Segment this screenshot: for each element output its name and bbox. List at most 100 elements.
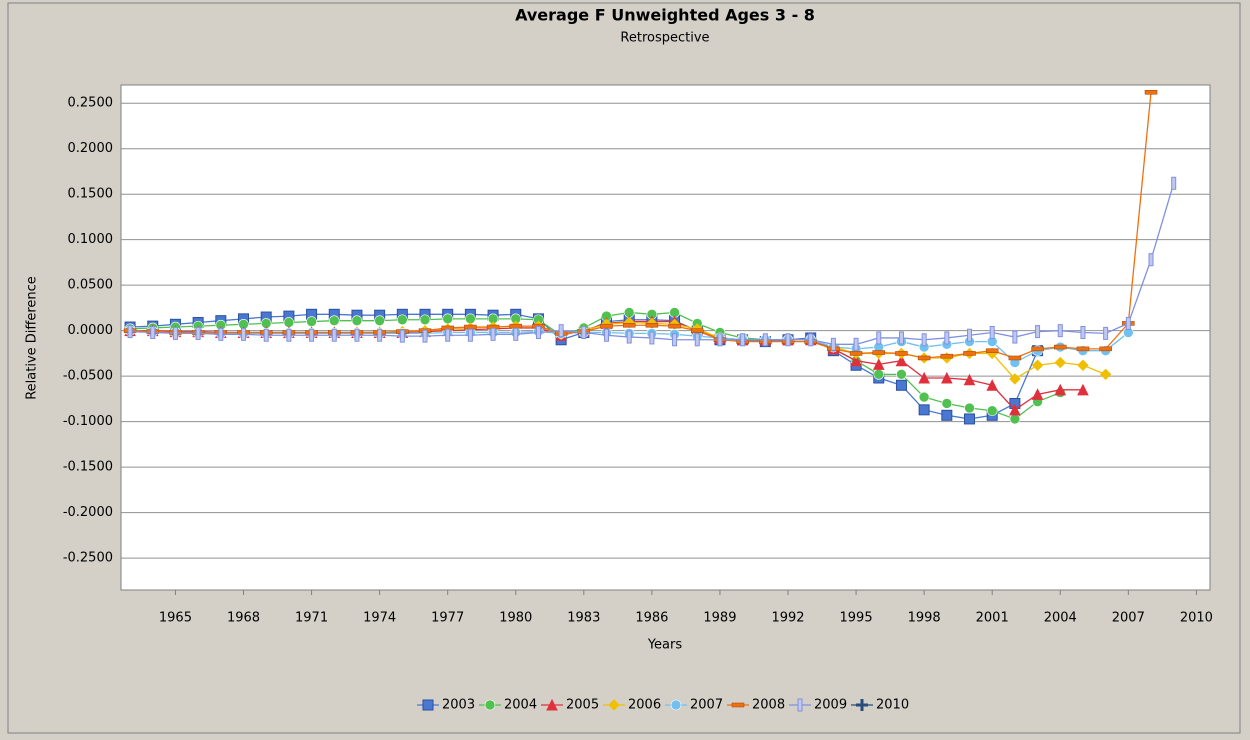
marker xyxy=(1103,326,1109,340)
marker xyxy=(941,371,953,384)
x-tick-label: 1992 xyxy=(771,611,804,626)
y-tick-label: 0.0000 xyxy=(68,323,114,338)
marker xyxy=(399,329,405,343)
x-tick-label: 2004 xyxy=(1044,611,1077,626)
marker xyxy=(1080,325,1086,339)
y-tick-label: -0.2500 xyxy=(63,551,113,566)
legend-marker xyxy=(546,698,558,711)
x-tick-label: 1995 xyxy=(840,611,873,626)
marker xyxy=(1009,413,1021,425)
marker xyxy=(1008,355,1022,361)
marker xyxy=(306,316,317,327)
marker xyxy=(218,327,224,341)
x-tick-label: 1998 xyxy=(908,611,941,626)
marker xyxy=(941,409,953,421)
legend-marker xyxy=(670,699,682,711)
legend-label: 2010 xyxy=(876,698,909,713)
marker xyxy=(917,355,931,361)
legend-label: 2004 xyxy=(504,698,537,713)
x-tick-label: 2001 xyxy=(976,611,1009,626)
marker xyxy=(1077,383,1089,396)
marker xyxy=(967,328,973,342)
marker xyxy=(876,331,882,345)
marker xyxy=(581,325,587,339)
legend-marker xyxy=(484,699,496,711)
marker xyxy=(442,313,454,325)
marker xyxy=(1054,344,1067,350)
marker xyxy=(853,337,859,351)
marker xyxy=(195,326,201,340)
x-tick-label: 1965 xyxy=(159,611,192,626)
marker xyxy=(283,317,295,328)
marker xyxy=(898,331,904,345)
marker xyxy=(762,333,768,347)
marker xyxy=(1076,346,1090,352)
marker xyxy=(1031,388,1044,400)
marker xyxy=(374,315,385,326)
marker xyxy=(895,379,907,391)
marker xyxy=(785,333,791,347)
plot-area xyxy=(120,84,1211,591)
marker xyxy=(354,328,360,342)
marker xyxy=(1171,176,1177,190)
marker xyxy=(849,351,863,356)
marker xyxy=(717,333,723,347)
y-tick-label: 0.1000 xyxy=(68,232,114,247)
marker xyxy=(535,325,541,339)
marker xyxy=(419,314,431,326)
marker xyxy=(1099,368,1112,381)
x-tick-label: 1974 xyxy=(363,611,396,626)
marker xyxy=(397,314,408,326)
marker xyxy=(1077,359,1089,371)
marker xyxy=(918,371,930,384)
chart-title: Average F Unweighted Ages 3 - 8 xyxy=(515,6,815,25)
x-tick-label: 1968 xyxy=(227,611,260,626)
legend-marker xyxy=(856,699,868,711)
legend-marker xyxy=(422,699,434,711)
marker xyxy=(850,354,862,367)
marker xyxy=(172,326,178,340)
marker xyxy=(1031,359,1044,371)
marker xyxy=(509,323,523,329)
x-tick-label: 1983 xyxy=(567,611,600,626)
marker xyxy=(918,391,930,403)
marker xyxy=(558,324,564,338)
marker xyxy=(286,328,292,342)
marker xyxy=(691,328,704,333)
marker xyxy=(1012,330,1018,344)
legend-marker xyxy=(797,698,803,712)
marker xyxy=(1148,253,1154,267)
marker xyxy=(351,315,363,326)
marker xyxy=(940,353,954,359)
legend-label: 2005 xyxy=(566,698,599,713)
marker xyxy=(422,329,428,343)
marker xyxy=(645,322,659,328)
y-tick-label: 0.0500 xyxy=(68,278,114,293)
marker xyxy=(941,398,953,409)
legend-label: 2006 xyxy=(628,698,661,713)
marker xyxy=(1035,325,1041,339)
marker xyxy=(989,325,995,339)
marker xyxy=(694,333,700,347)
marker xyxy=(808,333,814,347)
y-tick-label: -0.0500 xyxy=(63,369,113,384)
marker xyxy=(964,402,975,414)
series-line xyxy=(130,92,1152,359)
y-tick-label: -0.1500 xyxy=(63,460,113,475)
marker xyxy=(986,405,998,417)
chart-subtitle: Retrospective xyxy=(620,31,709,46)
x-tick-label: 1971 xyxy=(295,611,328,626)
legend-label: 2008 xyxy=(752,698,785,713)
marker xyxy=(1054,383,1067,396)
marker xyxy=(985,348,999,353)
marker xyxy=(490,327,496,341)
marker xyxy=(127,325,133,339)
marker xyxy=(986,379,999,391)
marker xyxy=(963,351,976,356)
marker xyxy=(445,328,451,342)
marker xyxy=(672,333,678,347)
x-tick-label: 1989 xyxy=(703,611,736,626)
marker xyxy=(1009,373,1021,385)
marker xyxy=(921,333,927,347)
marker xyxy=(872,358,885,370)
